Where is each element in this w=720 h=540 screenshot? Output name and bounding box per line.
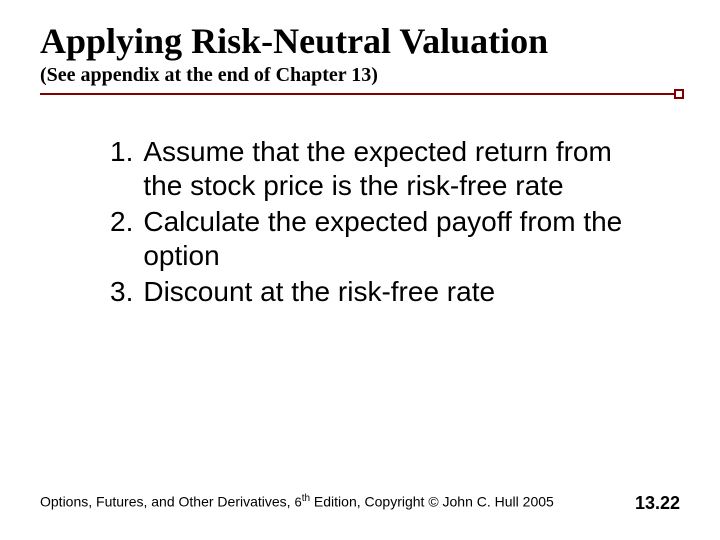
footer-edition-number: 6 <box>294 495 301 510</box>
list-text: Discount at the risk-free rate <box>133 275 650 309</box>
list-number: 1. <box>110 135 133 203</box>
footer-edition-suffix: th <box>302 493 310 504</box>
page-number: 13.22 <box>635 493 680 514</box>
footer-prefix: Options, Futures, and Other Derivatives, <box>40 494 294 510</box>
list-text: Calculate the expected payoff from the o… <box>133 205 650 273</box>
list-item: 2. Calculate the expected payoff from th… <box>110 205 650 273</box>
slide-title: Applying Risk-Neutral Valuation <box>40 22 680 62</box>
list-number: 3. <box>110 275 133 309</box>
list-number: 2. <box>110 205 133 273</box>
footer-citation: Options, Futures, and Other Derivatives,… <box>40 493 554 510</box>
divider-end-marker-icon <box>674 89 684 99</box>
slide: Applying Risk-Neutral Valuation (See app… <box>0 0 720 540</box>
list-text: Assume that the expected return from the… <box>133 135 650 203</box>
list-item: 1. Assume that the expected return from … <box>110 135 650 203</box>
title-divider <box>40 93 680 95</box>
footer-rest: Edition, Copyright © John C. Hull 2005 <box>310 494 554 510</box>
slide-body: 1. Assume that the expected return from … <box>40 135 680 310</box>
slide-subtitle: (See appendix at the end of Chapter 13) <box>40 64 680 87</box>
list-item: 3. Discount at the risk-free rate <box>110 275 650 309</box>
